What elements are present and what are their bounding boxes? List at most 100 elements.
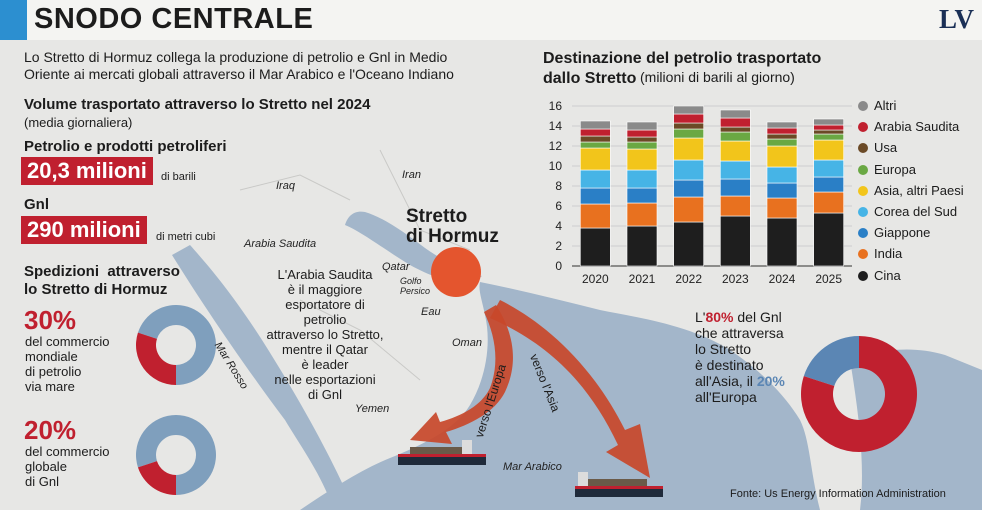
header: SNODO CENTRALE LV <box>0 0 982 40</box>
gnl-share-donut <box>136 415 216 495</box>
map-label-mar-arabico: Mar Arabico <box>503 461 562 473</box>
gnl-note-line4: è destinato <box>695 357 764 373</box>
y-tick-label: 16 <box>549 99 563 113</box>
arabia-note-line: mentre il Qatar <box>282 342 368 357</box>
gnl-desc-line: globale <box>25 459 67 474</box>
arabia-note-line: L'Arabia Saudita <box>277 267 373 282</box>
bar-segment-giappone <box>580 187 611 205</box>
bar-segment-cina <box>813 212 844 267</box>
oil-share-pct: 30% <box>24 305 77 335</box>
chart-subtitle: (milioni di barili al giorno) <box>640 69 795 85</box>
bar-segment-india <box>626 202 658 227</box>
golfo-line: Persico <box>400 286 431 296</box>
legend-label: Asia, altri Paesi <box>874 182 964 198</box>
map-label-yemen: Yemen <box>355 403 390 415</box>
strait-label: Stretto di Hormuz <box>406 207 499 247</box>
donut-share-slice <box>137 461 176 495</box>
bar-segment-giappone <box>766 182 798 199</box>
oil-desc-line: di petrolio <box>25 364 82 379</box>
gnl-label: Gnl <box>24 196 49 213</box>
bar-segment-corea-del-sud <box>626 169 658 189</box>
bar-segment-giappone <box>720 178 751 197</box>
page-title: SNODO CENTRALE <box>34 3 314 35</box>
strait-marker <box>431 247 481 297</box>
bar-segment-usa <box>720 126 751 133</box>
strait-label-line: di Hormuz <box>406 226 499 247</box>
gnl-destination-donut <box>801 336 917 452</box>
legend-swatch <box>858 207 868 217</box>
ship-asia-icon <box>575 472 663 497</box>
donut-rest-slice <box>137 305 216 385</box>
gnl-note-line1: L'80% del Gnl <box>695 309 785 325</box>
gnl-note-line6: all'Europa <box>695 389 757 405</box>
legend-label: Usa <box>874 140 898 156</box>
y-tick-label: 6 <box>555 199 562 213</box>
arrow-europe <box>410 305 513 444</box>
gnl-desc-line: di Gnl <box>25 474 59 489</box>
legend-swatch <box>858 228 868 239</box>
bar-segment-india <box>720 195 751 217</box>
gnl-share-desc: del commercio globale di Gnl <box>25 444 110 489</box>
donut-rest-slice <box>136 415 216 495</box>
y-tick-label: 14 <box>549 119 563 133</box>
bar-segment-cina <box>720 215 751 267</box>
bar-segment-altri <box>813 118 844 126</box>
legend-swatch <box>858 122 868 133</box>
source-note: Fonte: Us Energy Information Administrat… <box>730 488 946 500</box>
bar-segment-corea-del-sud <box>720 160 751 180</box>
gnl-destination-note: L'80% del Gnl che attraversa lo Stretto … <box>695 309 785 405</box>
arabia-note-line: nelle esportazioni <box>274 372 376 387</box>
y-tick-label: 2 <box>555 239 562 253</box>
chart-title: Destinazione del petrolio trasportato da… <box>543 49 843 89</box>
oil-desc-line: mondiale <box>25 349 78 364</box>
oil-value: 20,3 milioni <box>21 157 153 185</box>
bar-segment-arabia-saudita <box>673 113 704 124</box>
oil-desc-line: del commercio <box>25 334 110 349</box>
legend-swatch <box>858 101 868 111</box>
bar-segment-asia-altri-paesi <box>626 148 658 171</box>
bar-segment-asia-altri-paesi <box>813 139 844 161</box>
bar-segment-corea-del-sud <box>766 166 798 184</box>
bar-segment-arabia-saudita <box>580 128 611 137</box>
map-label-iraq: Iraq <box>276 180 295 192</box>
arabia-note-line: è il maggiore <box>287 282 363 297</box>
shipments-title-line2: lo Stretto di Hormuz <box>24 281 168 298</box>
volume-subtitle: (media giornaliera) <box>24 115 133 130</box>
header-accent <box>0 0 27 40</box>
gnl-note-line5: all'Asia, il 20% <box>695 373 785 389</box>
legend-label: Altri <box>874 98 897 113</box>
y-tick-label: 8 <box>555 179 562 193</box>
intro-text: Lo Stretto di Hormuz collega la produzio… <box>24 49 454 82</box>
x-tick-label: 2023 <box>722 272 749 286</box>
bar-segment-corea-del-sud <box>813 159 844 178</box>
legend-label: Europa <box>874 161 916 177</box>
legend-swatch <box>858 270 868 281</box>
bar-segment-giappone <box>673 179 704 198</box>
arrow-asia <box>490 300 650 478</box>
bar-segment-cina <box>626 225 658 267</box>
bar-segment-europa <box>813 133 844 141</box>
bar-segment-arabia-saudita <box>766 127 798 135</box>
legend-label: Arabia Saudita <box>874 119 960 135</box>
bar-segment-arabia-saudita <box>626 129 658 138</box>
arabia-note-line: attraverso lo Stretto, <box>266 327 384 342</box>
arabia-note: L'Arabia Saudita è il maggiore esportato… <box>263 267 387 402</box>
bar-segment-asia-altri-paesi <box>766 145 798 168</box>
donut-share-slice <box>136 332 176 385</box>
shipments-title-line1: Spedizioni attraverso <box>24 263 180 280</box>
bar-segment-corea-del-sud <box>673 159 704 181</box>
gnl-share-pct: 20% <box>24 415 77 445</box>
x-tick-label: 2021 <box>629 272 656 286</box>
x-tick-label: 2020 <box>582 272 609 286</box>
golfo-line: Golfo <box>400 276 422 286</box>
gnl-note-text: del Gnl <box>733 309 782 325</box>
red-sea <box>172 245 350 500</box>
bar-segment-europa <box>720 131 751 142</box>
y-tick-label: 12 <box>549 139 563 153</box>
indian-ocean-east <box>850 349 982 510</box>
bar-segment-europa <box>766 138 798 147</box>
legend-label: Cina <box>874 267 901 283</box>
bar-segment-cina <box>766 217 798 267</box>
logo: LV <box>938 4 974 34</box>
arabia-note-line: è leader <box>301 357 349 372</box>
